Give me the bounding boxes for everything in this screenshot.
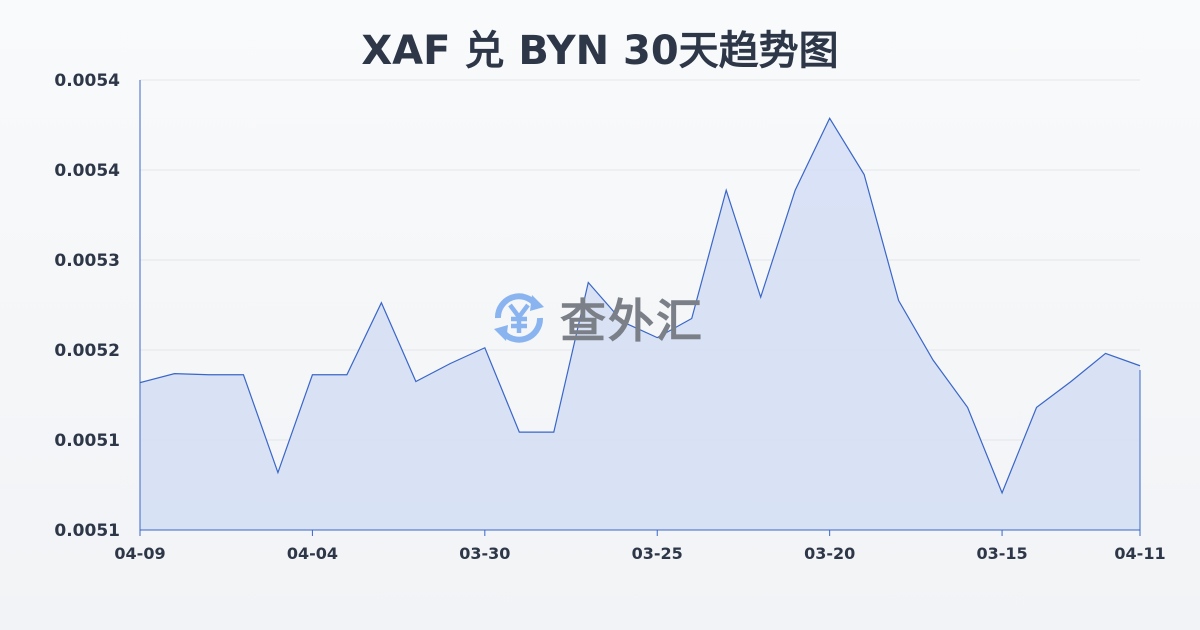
y-tick-label: 0.0051 (54, 521, 120, 541)
area-fill (140, 118, 1140, 530)
chart-title: XAF 兑 BYN 30天趋势图 (361, 28, 839, 74)
y-tick-label: 0.0054 (54, 71, 120, 91)
y-tick-label: 0.0054 (54, 161, 120, 181)
x-tick-label: 03-20 (804, 544, 855, 563)
series-line (139, 116, 1141, 495)
y-tick-label: 0.0051 (54, 431, 120, 451)
watermark: 查外汇 (488, 285, 704, 351)
x-tick-label: 03-30 (459, 544, 510, 563)
x-tick-label: 04-04 (287, 544, 338, 563)
x-tick-label: 04-11 (1114, 544, 1165, 563)
x-tick-label: 03-15 (976, 544, 1027, 563)
yen-exchange-icon (494, 293, 544, 343)
watermark-text: 查外汇 (560, 294, 704, 348)
y-tick-label: 0.0052 (54, 341, 120, 361)
y-tick-label: 0.0053 (54, 251, 120, 271)
x-tick-label: 03-25 (632, 544, 683, 563)
x-tick-label: 04-09 (114, 544, 165, 563)
